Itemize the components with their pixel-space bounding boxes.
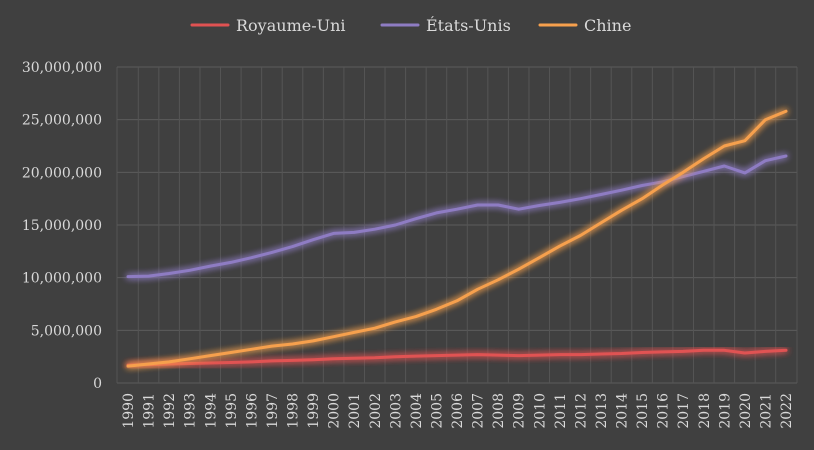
x-tick-label: 2004 xyxy=(409,393,425,429)
x-tick-label: 2001 xyxy=(347,393,363,429)
grid-lines xyxy=(116,66,798,384)
x-tick-label: 2010 xyxy=(532,393,548,429)
y-tick-label: 25,000,000 xyxy=(22,113,102,129)
y-tick-label: 0 xyxy=(93,376,102,392)
x-tick-label: 2020 xyxy=(738,393,754,429)
x-tick-label: 1997 xyxy=(265,393,281,429)
legend: Royaume-Uni États-Unis Chine xyxy=(190,15,631,35)
series-line-chine xyxy=(126,109,788,368)
x-tick-label: 2008 xyxy=(491,393,507,429)
y-tick-label: 5,000,000 xyxy=(31,323,102,339)
x-tick-label: 2015 xyxy=(635,393,651,429)
y-axis: 0 5,000,000 10,000,000 15,000,000 20,000,000… xyxy=(22,60,102,392)
x-tick-label: 1999 xyxy=(306,393,322,429)
y-tick-label: 15,000,000 xyxy=(22,218,102,234)
x-tick-label: 2002 xyxy=(368,393,384,429)
x-tick-label: 1992 xyxy=(162,393,178,429)
x-tick-label: 1998 xyxy=(286,393,302,429)
series-line-etats-unis xyxy=(126,154,788,279)
y-tick-label: 30,000,000 xyxy=(22,60,102,76)
x-tick-label: 1996 xyxy=(244,393,260,429)
legend-label-royaume-uni: Royaume-Uni xyxy=(236,16,346,35)
x-tick-label: 2012 xyxy=(573,393,589,429)
x-tick-label: 2018 xyxy=(697,393,713,429)
x-tick-label: 2003 xyxy=(388,393,404,429)
x-tick-label: 1995 xyxy=(224,393,240,429)
x-tick-label: 1993 xyxy=(183,393,199,429)
x-tick-label: 2014 xyxy=(615,393,631,429)
x-tick-label: 1994 xyxy=(203,393,219,429)
x-tick-label: 2022 xyxy=(779,393,795,429)
y-tick-label: 10,000,000 xyxy=(22,271,102,287)
legend-label-etats-unis: États-Unis xyxy=(426,15,511,35)
legend-label-chine: Chine xyxy=(584,16,631,35)
x-tick-label: 2017 xyxy=(676,393,692,429)
series-lines xyxy=(126,109,788,368)
series-line-royaume-uni xyxy=(126,348,788,367)
x-tick-label: 2019 xyxy=(717,393,733,429)
x-tick-label: 2016 xyxy=(656,393,672,429)
x-tick-label: 2007 xyxy=(471,393,487,429)
x-axis: 1990 1991 1992 1993 1994 1995 1996 1997 1998 1999… xyxy=(121,393,795,429)
x-tick-label: 2021 xyxy=(758,393,774,429)
x-tick-label: 1990 xyxy=(121,393,137,429)
x-tick-label: 1991 xyxy=(142,393,158,429)
y-tick-label: 20,000,000 xyxy=(22,165,102,181)
x-tick-label: 2011 xyxy=(553,393,569,429)
x-tick-label: 2013 xyxy=(594,393,610,429)
x-tick-label: 2000 xyxy=(327,393,343,429)
x-tick-label: 2006 xyxy=(450,393,466,429)
x-tick-label: 2009 xyxy=(512,393,528,429)
x-tick-label: 2005 xyxy=(429,393,445,429)
